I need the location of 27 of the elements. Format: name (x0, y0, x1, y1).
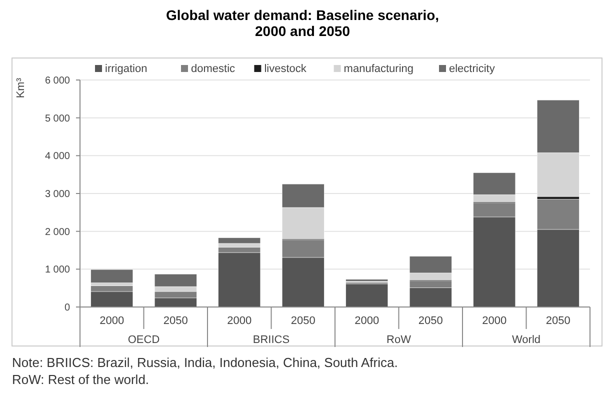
legend-label: livestock (264, 63, 307, 75)
x-tick-label: 2000 (100, 315, 124, 327)
x-tick-label: 2000 (354, 315, 380, 327)
chart-title: Global water demand: Baseline scenario, 2000 and 2050 (166, 7, 440, 39)
y-tick-label: 5 000 (44, 113, 70, 124)
legend-label: irrigation (105, 63, 148, 75)
y-tick-label: 3 000 (44, 189, 70, 200)
y-tick-label: 1 000 (44, 264, 70, 276)
legend-label: domestic (191, 63, 236, 75)
y-tick-label: 4 000 (44, 151, 70, 162)
y-axis-title: Km³ (15, 78, 27, 98)
text: Note: BRIICS: Brazil, Russia, India, Indonesia, China, South Africa. RoW: Rest of the world. (12, 355, 398, 387)
y-tick-label: 2 000 (44, 226, 70, 238)
x-tick-label: 2050 (418, 315, 443, 327)
legend-label: manufacturing (344, 63, 414, 75)
x-tick-label: 2050 (290, 315, 316, 327)
text: World (512, 334, 541, 346)
y-tick-label: 0 (64, 302, 70, 314)
y-tick-label: 6 000 (44, 76, 70, 86)
text: RoW (386, 334, 412, 346)
x-tick-label: 2050 (546, 315, 570, 327)
text: BRIICS (252, 334, 290, 346)
text: OECD (128, 334, 160, 346)
x-tick-label: 2050 (163, 315, 188, 327)
x-tick-label: 2000 (227, 315, 252, 327)
legend-label: electricity (449, 63, 496, 75)
x-tick-label: 2000 (482, 315, 507, 327)
